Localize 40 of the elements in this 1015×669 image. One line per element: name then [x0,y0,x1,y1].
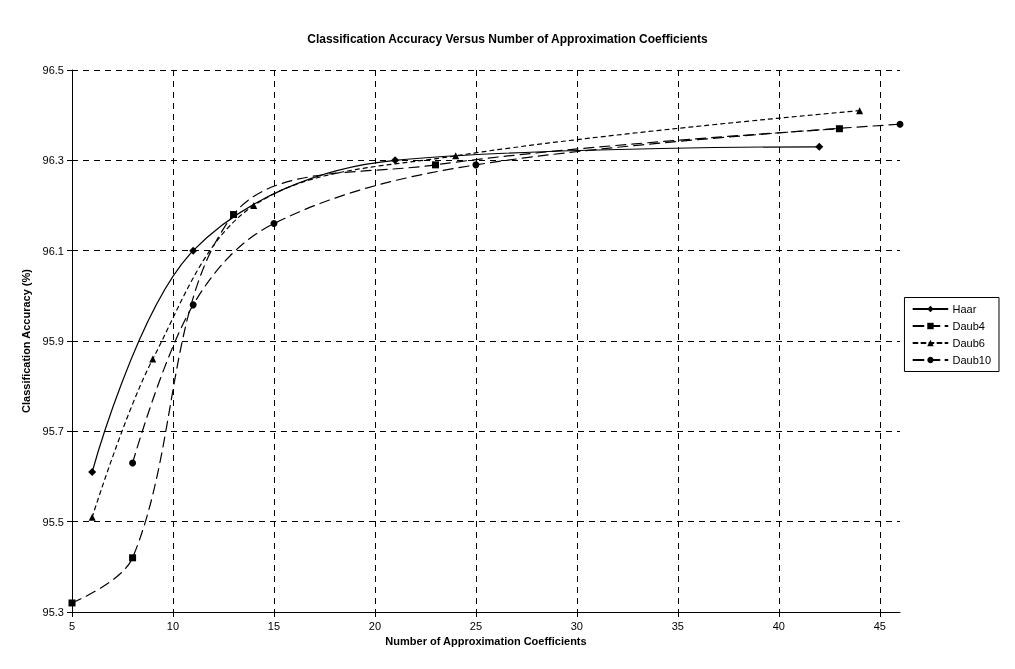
point [896,120,904,128]
point [149,355,157,363]
y-tick-label: 95.5 [42,515,64,528]
point [129,459,137,467]
point [391,156,400,165]
point [68,599,76,607]
chart-title: Classification Accuracy Versus Number of Approximation Coefficients [307,32,709,46]
y-tick-label: 96.3 [42,154,64,167]
x-tick-label: 45 [873,619,886,632]
x-tick-label: 40 [772,619,785,632]
y-axis-title: Classification Accuracy (%) [20,268,33,413]
point [270,220,278,228]
legend-label: Daub6 [952,337,985,349]
x-axis-title: Number of Approximation Coefficients [385,635,587,648]
x-tick-label: 35 [671,619,684,632]
y-tick-label: 95.9 [42,335,64,347]
legend-label: Daub4 [952,320,985,332]
legend-label: Daub10 [952,354,992,366]
point [189,301,197,309]
y-tick-label: 96.5 [42,64,64,76]
point [189,246,198,255]
point [88,513,96,521]
point [835,125,843,133]
point [88,467,97,476]
y-tick-label: 95.3 [42,606,64,618]
x-tick-label: 25 [469,619,483,632]
point [432,161,440,169]
y-tick-label: 95.7 [42,425,64,438]
point [472,161,480,169]
point [230,211,238,219]
x-tick-label: 5 [68,619,76,632]
y-tick-label: 96.1 [42,244,64,257]
point [129,554,137,562]
point [856,107,864,115]
point [815,142,824,151]
legend-label: Haar [952,303,977,315]
x-tick-label: 30 [570,619,583,632]
x-tick-label: 10 [166,619,180,632]
x-tick-label: 20 [368,619,382,632]
x-tick-label: 15 [267,619,281,632]
